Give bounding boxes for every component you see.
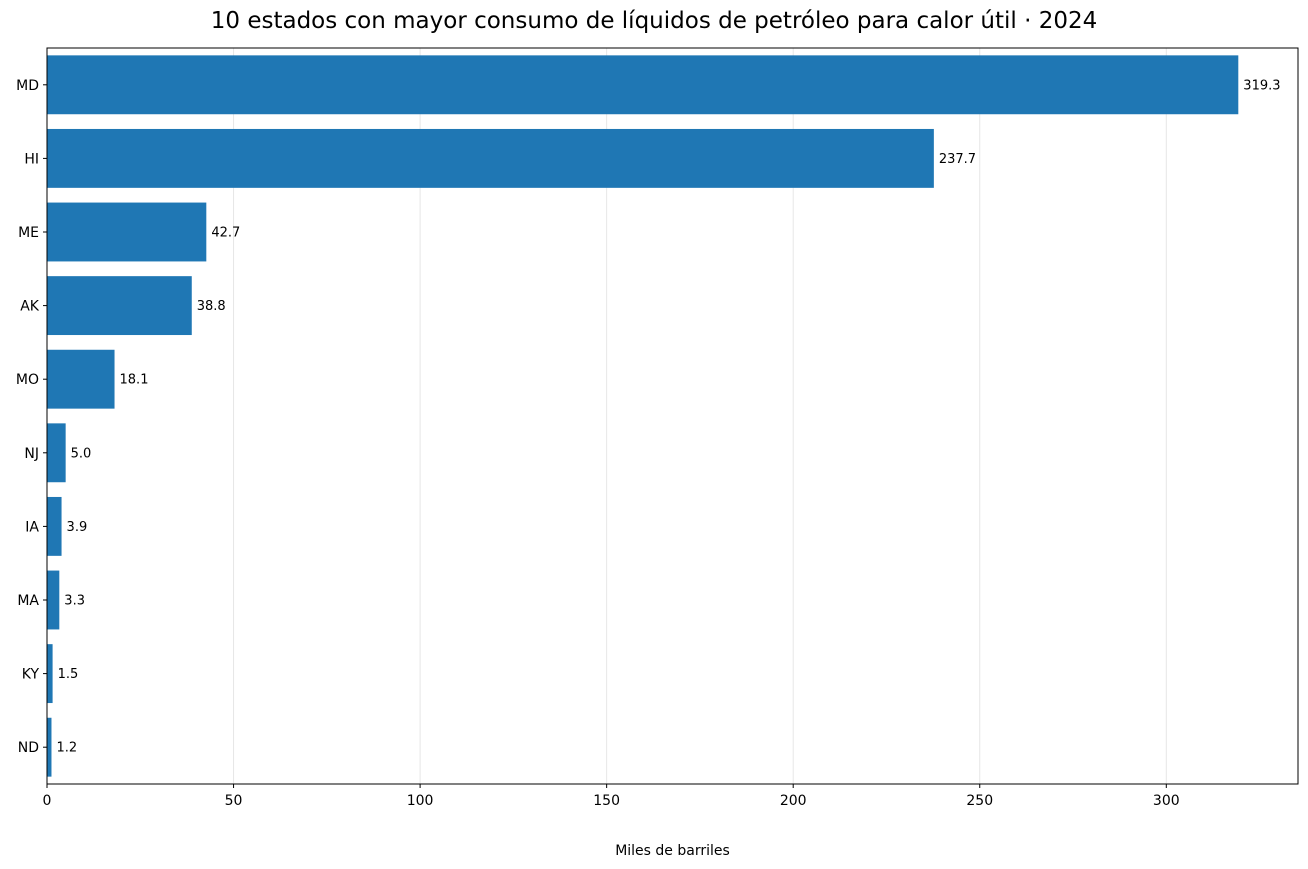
bar-nj [47,423,66,483]
plot-frame [46,47,1299,785]
data-label-ak: 38.8 [197,299,226,314]
y-tick-label-nd: ND [18,740,39,756]
x-tick-label: 50 [225,793,243,809]
data-label-nj: 5.0 [71,446,92,461]
data-label-ky: 1.5 [58,667,79,682]
bars-layer [47,55,1239,777]
data-label-hi: 237.7 [939,152,976,167]
data-label-me: 42.7 [211,226,240,241]
x-tick-label: 150 [593,793,620,809]
data-label-nd: 1.2 [56,741,77,756]
chart-title: 10 estados con mayor consumo de líquidos… [210,8,1098,34]
bar-me [47,202,207,262]
data-label-ia: 3.9 [67,520,88,535]
x-tick-label: 200 [780,793,807,809]
bar-ky [47,644,53,704]
x-tick-label: 0 [43,793,52,809]
y-tick-label-ky: KY [22,667,40,683]
data-label-mo: 18.1 [120,373,149,388]
x-axis: 0 50 100 150 200 250 300 [43,784,1180,809]
y-tick-label-ma: MA [17,593,39,609]
bar-ia [47,496,62,556]
x-tick-label: 250 [966,793,993,809]
bar-md [47,55,1239,115]
bar-ma [47,570,60,630]
bar-nd [47,717,52,777]
y-axis: MD HI ME AK MO NJ IA MA KY ND [16,78,47,756]
y-tick-label-md: MD [16,78,39,94]
bar-hi [47,128,934,188]
bar-mo [47,349,115,409]
y-tick-label-ak: AK [20,299,40,315]
x-tick-label: 300 [1153,793,1180,809]
x-axis-label: Miles de barriles [615,843,730,859]
data-labels-layer: 319.3 237.7 42.7 38.8 18.1 5.0 3.9 3.3 1.5 1.2 [56,78,1280,755]
y-tick-label-mo: MO [16,372,39,388]
y-tick-label-me: ME [18,225,39,241]
y-tick-label-ia: IA [25,519,39,535]
x-tick-label: 100 [407,793,434,809]
data-label-md: 319.3 [1243,78,1280,93]
y-tick-label-nj: NJ [24,446,39,462]
data-label-ma: 3.3 [64,594,85,609]
bar-ak [47,276,192,336]
y-tick-label-hi: HI [24,151,39,167]
